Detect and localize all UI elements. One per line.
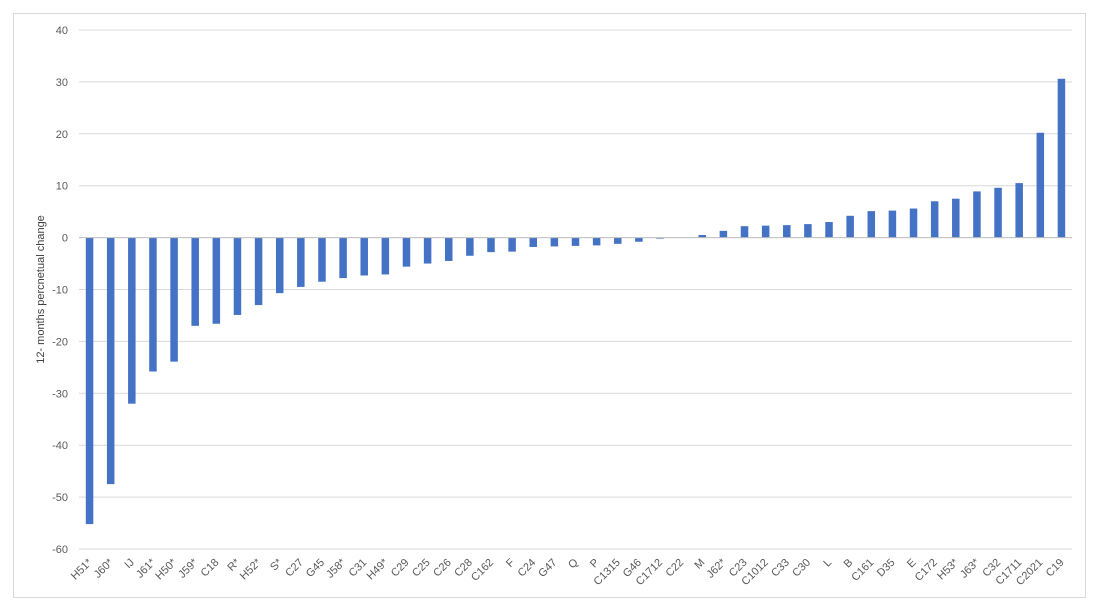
x-tick-label: H52* [238,556,264,582]
bar-G45 [318,237,326,282]
bar-H49* [381,237,390,275]
bar-J61* [149,237,157,372]
bar-R* [233,237,242,315]
bar-C26 [444,237,453,261]
bar-C1012 [761,225,770,238]
y-tick-label: -40 [52,440,68,452]
bar-C30 [804,224,812,238]
bar-C31 [360,237,368,276]
x-tick-label: J63* [958,556,983,581]
bar-J59* [191,237,199,326]
y-tick-label: 20 [56,129,68,141]
bar-Q [571,237,580,246]
bar-F [508,237,516,252]
x-tick-label: H50* [153,556,179,582]
x-tick-label: C172 [913,557,940,584]
y-tick-label: -20 [52,336,68,348]
y-tick-label: -10 [52,285,68,297]
x-tick-label: D35 [875,557,898,580]
y-tick-label: -50 [52,492,68,504]
bar-C24 [529,237,537,247]
y-axis-label: 12- months percnetual change [35,215,47,364]
x-tick-label: J61* [134,556,159,581]
bar-J63* [973,191,981,238]
bar-C32 [994,187,1002,238]
x-tick-label: C18 [199,557,222,580]
bar-J58* [339,237,347,279]
x-tick-label: J59* [176,556,201,581]
y-tick-label: -30 [52,388,68,400]
x-tick-label: C29 [389,557,412,580]
bar-G47 [550,237,559,247]
x-tick-label: B [842,557,856,571]
bar-S* [275,237,284,294]
x-tick-label: E [905,557,919,571]
bar-B [846,215,854,238]
bar-P [592,237,601,246]
x-tick-label: G47 [536,557,559,580]
x-tick-label: C27 [283,557,306,580]
x-tick-label: C25 [410,557,433,580]
bar-H50* [170,237,178,362]
x-tick-label: J60* [92,556,117,581]
bar-C27 [297,237,305,287]
bar-H53* [952,198,960,238]
x-tick-label: P [588,557,602,571]
bar-C161 [867,211,876,238]
x-tick-label: C30 [790,557,813,580]
y-tick-label: 40 [56,25,68,37]
x-tick-label: H53* [935,556,961,582]
x-tick-label: Q [566,556,581,571]
bar-C23 [740,226,749,238]
bar-IJ [128,237,136,404]
x-tick-label: H51* [69,556,95,582]
bar-E [909,208,918,238]
bar-J60* [106,237,115,485]
bar-G46 [635,237,643,242]
bar-M [698,235,707,238]
bar-D35 [888,210,897,238]
bar-C1711 [1015,183,1023,238]
bar-C19 [1057,78,1066,238]
bar-H52* [254,237,263,306]
x-tick-label: G45 [304,557,327,580]
x-tick-label: C33 [769,557,792,580]
x-tick-label: F [504,556,517,569]
y-tick-label: 10 [56,181,68,193]
y-tick-label: 0 [62,233,68,245]
bar-C172 [930,201,939,238]
bar-C29 [402,237,411,267]
x-tick-label: J58* [324,556,349,581]
bar-C2021 [1036,132,1045,238]
x-tick-label: C161 [849,557,876,584]
bar-C28 [466,237,474,256]
bar-C1712 [656,237,664,239]
bar-C1315 [614,237,622,244]
x-tick-label: M [692,557,707,572]
x-tick-label: H49* [365,556,391,582]
x-tick-label: IJ [122,557,137,572]
x-tick-label: C162 [469,557,496,584]
y-tick-label: 30 [56,77,68,89]
x-tick-label: C19 [1044,557,1067,580]
bar-C162 [487,237,495,253]
bar-C18 [212,237,221,324]
bar-C33 [783,225,791,238]
x-tick-label: L [821,557,834,570]
y-tick-label: -60 [52,544,68,556]
bar-J62* [719,230,728,238]
x-tick-label: C26 [431,557,454,580]
bar-C25 [423,237,432,264]
x-tick-label: C22 [663,557,686,580]
x-tick-label: C24 [516,557,539,580]
x-tick-label: J62* [704,556,729,581]
bar-H51* [85,237,94,525]
bar-L [825,222,833,238]
